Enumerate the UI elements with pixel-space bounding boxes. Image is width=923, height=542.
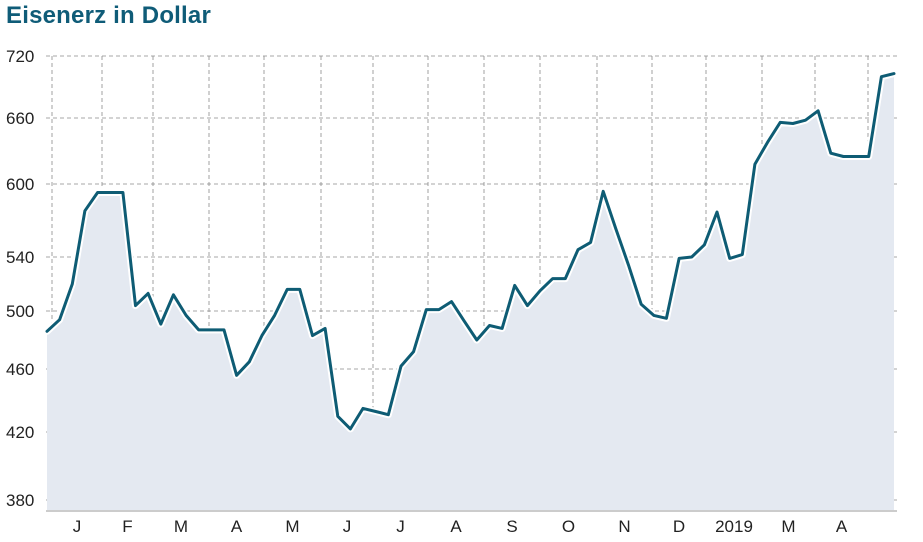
y-axis-ticks: 720 660 600 540 500 460 420 380 <box>6 47 34 510</box>
x-tick-label: 2019 <box>715 517 753 536</box>
y-tick-label: 660 <box>6 109 34 128</box>
x-tick-label: S <box>506 517 517 536</box>
x-tick-label: J <box>396 517 405 536</box>
y-tick-label: 540 <box>6 248 34 267</box>
chart-title: Eisenerz in Dollar <box>6 2 211 29</box>
x-axis-ticks: J F M A M J J A S O N D 2019 M A <box>73 517 848 536</box>
x-tick-label: D <box>673 517 685 536</box>
x-tick-label: M <box>781 517 795 536</box>
x-tick-label: M <box>285 517 299 536</box>
x-tick-label: F <box>122 517 132 536</box>
x-tick-label: N <box>618 517 630 536</box>
x-tick-label: M <box>174 517 188 536</box>
price-line-series <box>45 72 896 431</box>
y-tick-label: 380 <box>6 491 34 510</box>
y-tick-label: 600 <box>6 175 34 194</box>
y-tick-label: 420 <box>6 423 34 442</box>
y-tick-label: 460 <box>6 360 34 379</box>
x-tick-label: A <box>231 517 243 536</box>
area-fill <box>47 73 894 510</box>
x-tick-label: A <box>836 517 848 536</box>
x-tick-label: A <box>450 517 462 536</box>
area-under-line <box>47 73 894 510</box>
y-tick-label: 500 <box>6 302 34 321</box>
x-tick-label: J <box>73 517 82 536</box>
x-tick-label: J <box>343 517 352 536</box>
price-line <box>43 70 898 433</box>
x-tick-label: O <box>562 517 575 536</box>
y-tick-label: 720 <box>6 47 34 66</box>
